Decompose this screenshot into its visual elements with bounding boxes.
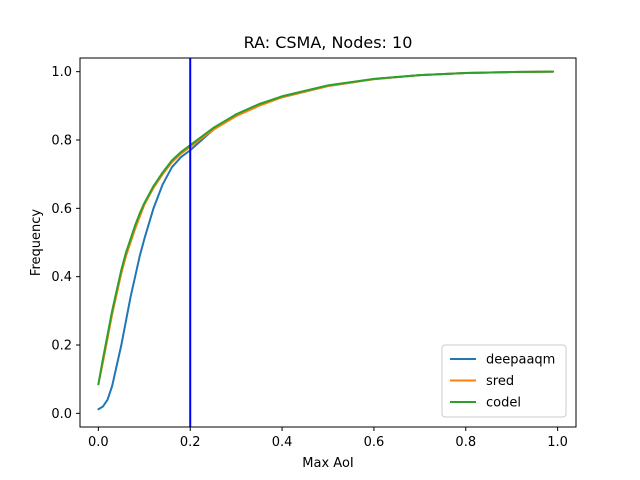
x-tick-label: 0.2 — [180, 435, 201, 450]
y-tick-label: 0.8 — [51, 134, 72, 149]
legend-label-deepaaqm: deepaaqm — [486, 353, 555, 368]
legend-label-codel: codel — [486, 396, 521, 411]
series-line-codel — [97, 70, 555, 386]
y-tick-label: 0.6 — [51, 202, 72, 217]
x-tick-label: 0.4 — [272, 435, 293, 450]
plot-area: 0.0 0.2 0.4 0.6 0.8 1.0 0.0 0.2 0.4 0.6 0.8 1.0 — [51, 57, 577, 450]
legend-box — [441, 344, 567, 418]
series-group — [97, 70, 555, 411]
x-tick-label: 0.0 — [88, 435, 109, 450]
y-tick-label: 1.0 — [51, 65, 72, 80]
x-tick-label: 0.6 — [364, 435, 385, 450]
chart-title: RA: CSMA, Nodes: 10 — [244, 33, 413, 52]
legend-label-sred: sred — [486, 374, 514, 389]
x-tick-label: 1.0 — [547, 435, 568, 450]
y-tick-label: 0.2 — [51, 339, 72, 354]
x-tick-label: 0.8 — [455, 435, 476, 450]
plot-frame — [79, 57, 577, 428]
y-tick-label: 0.0 — [51, 407, 72, 422]
y-axis-label: Frequency — [29, 209, 44, 276]
legend: deepaaqm sred codel — [441, 344, 567, 418]
y-tick-label: 0.4 — [51, 270, 72, 285]
x-axis-label: Max AoI — [302, 456, 353, 471]
